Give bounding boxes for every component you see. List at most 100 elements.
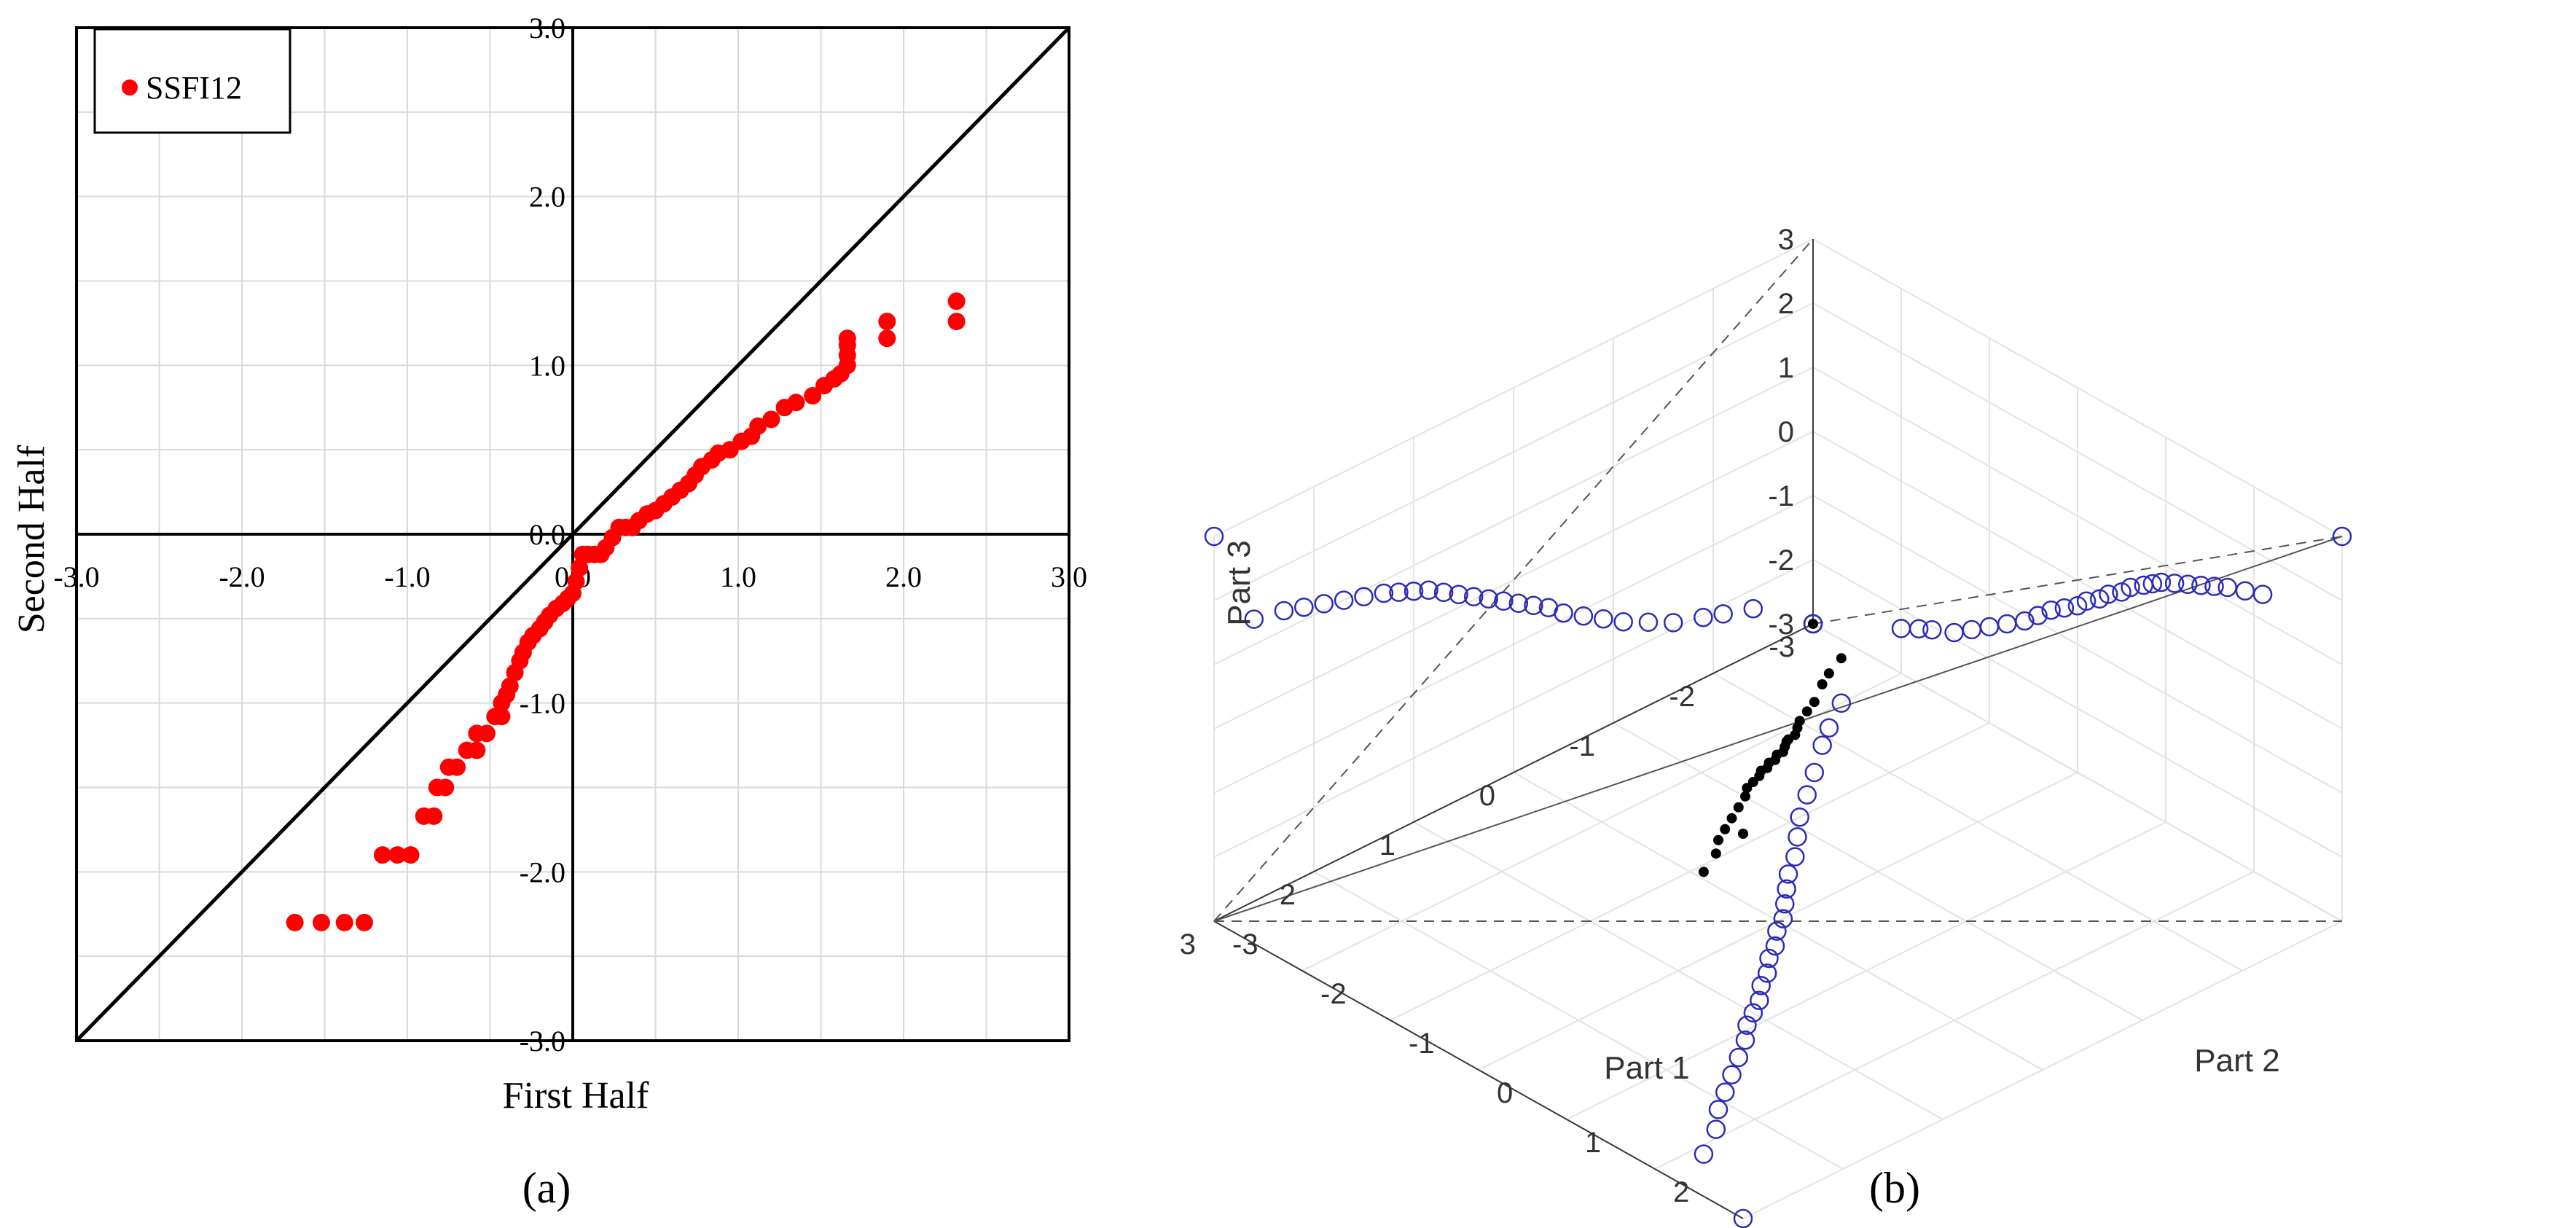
- data-point: [388, 846, 407, 864]
- projection-back-wall: [2028, 606, 2048, 625]
- projection-floor: [1735, 1030, 1755, 1050]
- y-tick-label: 1: [1585, 1127, 1601, 1159]
- projection-back-wall: [1922, 619, 1942, 640]
- y-tick-label: 0.0: [529, 518, 565, 551]
- axes: [75, 26, 1070, 1042]
- projection-back-wall: [2090, 589, 2110, 609]
- projection-back-wall: [2252, 584, 2273, 604]
- projection-floor: [1777, 879, 1796, 899]
- projection-floor: [1743, 1003, 1763, 1023]
- y-tick-label: 1.0: [529, 349, 565, 382]
- projection-left-wall: [1463, 587, 1484, 607]
- data-point: [567, 572, 585, 590]
- x-axis-label: First Half: [503, 1075, 649, 1116]
- data-point: [402, 846, 420, 864]
- z-tick-label: -1: [1768, 480, 1794, 512]
- diag-solid-main: [1213, 536, 2343, 922]
- projection-back-wall: [2235, 581, 2255, 601]
- grid-floor-x: [1313, 871, 1844, 1170]
- data-point-3d: [1698, 867, 1709, 877]
- projection-back-wall: [2217, 577, 2237, 598]
- data-point: [312, 913, 330, 931]
- z-tick-label: 0: [1778, 416, 1794, 448]
- projection-left-wall: [1613, 611, 1633, 632]
- data-point: [947, 292, 966, 310]
- projection-back-wall: [2191, 575, 2211, 595]
- projection-floor: [1785, 847, 1805, 867]
- projection-left-wall: [1244, 609, 1264, 629]
- projection-floor: [1765, 936, 1785, 956]
- diag-dashed-back-wall: [1812, 536, 2343, 625]
- projection-back-wall: [1997, 614, 2017, 634]
- 3d-axes-frame: [1213, 238, 2343, 1219]
- data-point-3d: [1742, 783, 1753, 794]
- data-point: [838, 329, 856, 348]
- y-tick-label: 2.0: [529, 181, 565, 214]
- y-axis-label: Second Half: [11, 445, 52, 633]
- projection-left-wall: [1713, 604, 1733, 624]
- projection-floor: [1737, 1015, 1757, 1036]
- panel-a-label: (a): [522, 1164, 571, 1212]
- panel-b-label: (b): [1869, 1164, 1920, 1212]
- projection-left-wall: [1594, 609, 1613, 629]
- projection-left-wall: [1294, 597, 1314, 617]
- projection-back-wall: [2015, 611, 2035, 631]
- legend: SSFI12: [93, 28, 291, 134]
- y-axis-label-part2: Part 2: [2194, 1043, 2279, 1079]
- z-tick-label: 1: [1778, 352, 1794, 384]
- data-point: [373, 846, 391, 864]
- z-tick-label: 2: [1778, 288, 1794, 320]
- projection-left-wall: [1694, 607, 1713, 627]
- projection-back-wall: [2178, 574, 2198, 595]
- projection-left-wall: [1204, 526, 1224, 547]
- data-point-3d: [1713, 834, 1723, 845]
- legend-marker: [122, 79, 138, 95]
- z-axis-label-part3: Part 3: [1221, 540, 1257, 625]
- projection-circles: [1204, 526, 2352, 1228]
- projection-back-wall: [2099, 584, 2118, 604]
- grid-floor-y: [1654, 871, 2255, 1170]
- y-axis-line: [1213, 920, 1744, 1219]
- x-axis-label-part1: Part 1: [1604, 1050, 1689, 1086]
- projection-floor: [1775, 893, 1795, 914]
- projection-floor: [1819, 718, 1839, 738]
- grid-back-wall-z: [1812, 238, 2343, 537]
- data-point: [425, 807, 443, 825]
- projection-floor: [1778, 864, 1798, 884]
- projection-floor: [1750, 990, 1769, 1011]
- data-point: [571, 559, 589, 577]
- data-point: [448, 758, 466, 776]
- data-point: [335, 913, 353, 931]
- projection-floor: [1812, 735, 1832, 755]
- projection-left-wall: [1354, 587, 1374, 607]
- x-axis-line: [1213, 623, 1814, 922]
- projection-left-wall: [1508, 593, 1529, 614]
- projection-left-wall: [1404, 581, 1424, 601]
- data-point-3d: [1710, 848, 1721, 859]
- projection-left-wall: [1524, 595, 1543, 616]
- x-tick-label: -1.0: [384, 560, 430, 593]
- reference-line-y-equals-x: [75, 26, 1070, 1042]
- projection-floor: [1773, 909, 1793, 928]
- x-tick-label: 0: [1479, 780, 1495, 812]
- data-point-3d: [1808, 619, 1818, 629]
- 3d-data-points: [1698, 619, 1847, 877]
- projection-back-wall: [1908, 619, 1929, 639]
- y-tick-label: 0: [1497, 1077, 1513, 1109]
- x-tick-label: 3.0: [1051, 560, 1087, 593]
- 3d-tick-labels: -3 -2 -1 0 1 2 3 -3 -2 -1 0 1 2 3 -3 -2 -1 0 1 2 3: [1180, 224, 1795, 1228]
- grid-left-wall-z: [1213, 238, 1814, 537]
- data-point-3d: [1733, 802, 1744, 813]
- x-tick-label: 1.0: [720, 560, 756, 593]
- projection-floor: [1715, 1082, 1735, 1102]
- projection-left-wall: [1419, 580, 1438, 601]
- projection-left-wall: [1573, 606, 1594, 626]
- projection-back-wall: [2041, 600, 2061, 620]
- y-tick-label: 3.0: [529, 12, 565, 44]
- projection-back-wall: [2076, 591, 2097, 611]
- data-point: [436, 778, 455, 797]
- data-point-3d: [1836, 653, 1847, 664]
- data-point-3d: [1738, 829, 1748, 839]
- data-point-3d: [1823, 668, 1834, 678]
- data-point: [468, 741, 486, 759]
